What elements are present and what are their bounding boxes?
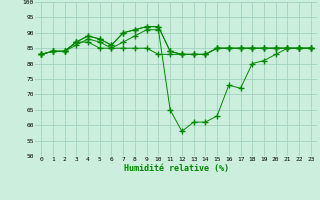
X-axis label: Humidité relative (%): Humidité relative (%) [124,164,228,173]
